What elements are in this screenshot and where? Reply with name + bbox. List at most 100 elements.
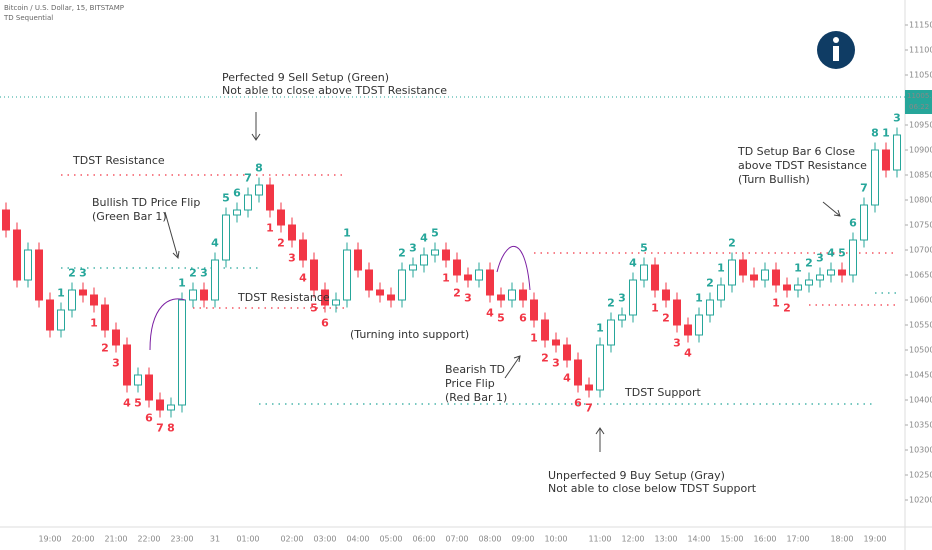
y-tick-label: 10400.00 [909, 396, 932, 405]
td-count: 1 [266, 222, 274, 235]
y-tick-label: 10850.00 [909, 171, 932, 180]
y-tick-label: 10550.00 [909, 321, 932, 330]
x-tick-label: 10:00 [544, 535, 567, 544]
candle-body [552, 339, 560, 346]
candle-body [321, 289, 329, 306]
candle-body [629, 279, 637, 316]
price-tag [905, 90, 932, 115]
td-count: 1 [772, 297, 780, 310]
candle-body [827, 269, 835, 276]
y-tick-label: 10950.00 [909, 121, 932, 130]
candle-body [662, 289, 670, 301]
note: Unperfected 9 Buy Setup (Gray) [548, 469, 725, 482]
y-tick-label: 10250.00 [909, 471, 932, 480]
candle-body [464, 274, 472, 281]
symbol-title: Bitcoin / U.S. Dollar, 15, BITSTAMP [4, 4, 124, 12]
td-count: 6 [321, 317, 329, 330]
candle-body [35, 249, 43, 301]
x-tick-label: 20:00 [71, 535, 94, 544]
arrow [822, 201, 841, 217]
candle-body [706, 299, 714, 316]
candle-body [849, 239, 857, 276]
note: (Turn Bullish) [738, 173, 810, 186]
td-count: 2 [68, 267, 76, 280]
td-count: 3 [552, 357, 560, 370]
candle-body [739, 259, 747, 276]
candle-body [871, 149, 879, 206]
annotations [149, 112, 841, 452]
x-tick-label: 19:00 [38, 535, 61, 544]
countdown-label: 06:22 [909, 103, 929, 111]
td-count: 4 [299, 272, 307, 285]
td-count: 5 [222, 192, 230, 205]
td-count: 7 [585, 402, 593, 415]
td-count: 3 [464, 292, 472, 305]
candle-body [530, 299, 538, 321]
y-tick-label: 11100.00 [909, 46, 932, 55]
td-count: 3 [288, 252, 296, 265]
candle-body [233, 209, 241, 216]
td-count: 3 [200, 267, 208, 280]
candle-body [2, 209, 10, 231]
y-tick-label: 10450.00 [909, 371, 932, 380]
td-count: 8 [255, 162, 263, 175]
candle-body [101, 304, 109, 331]
candle-body [266, 184, 274, 211]
candle-body [46, 299, 54, 331]
td-count: 6 [849, 217, 857, 230]
td-count: 1 [882, 127, 890, 140]
arrow [164, 211, 180, 260]
candle-body [519, 289, 527, 301]
candle-body [816, 274, 824, 281]
x-tick-label: 18:00 [830, 535, 853, 544]
y-tick-label: 10350.00 [909, 421, 932, 430]
x-tick-label: 05:00 [379, 535, 402, 544]
td-count: 2 [277, 237, 285, 250]
info-dot [833, 37, 839, 43]
td-count: 3 [893, 112, 901, 125]
candle-body [640, 264, 648, 281]
td-count: 2 [662, 312, 670, 325]
note: TDST Support [624, 386, 702, 399]
candle-body [838, 269, 846, 276]
td-count: 1 [651, 302, 659, 315]
flip-arc [496, 246, 531, 291]
candle-body [695, 314, 703, 336]
candle-body [893, 134, 901, 171]
info-icon [817, 31, 855, 69]
x-tick-label: 19:00 [863, 535, 886, 544]
x-tick-label: 15:00 [720, 535, 743, 544]
x-tick-label: 23:00 [170, 535, 193, 544]
candle-body [145, 374, 153, 401]
y-tick-label: 10700.00 [909, 246, 932, 255]
td-count: 6 [574, 397, 582, 410]
td-count: 3 [79, 267, 87, 280]
td-count: 1 [695, 292, 703, 305]
candle-body [728, 259, 736, 286]
note: TD Setup Bar 6 Close [737, 145, 855, 158]
td-count: 4 [486, 307, 494, 320]
y-tick-label: 10900.00 [909, 146, 932, 155]
note: TDST Resistance [72, 154, 165, 167]
td-count: 2 [706, 277, 714, 290]
td-count: 4 [629, 257, 637, 270]
candle-body [376, 289, 384, 296]
candle-body [618, 314, 626, 321]
td-count: 3 [112, 357, 120, 370]
candle-body [365, 269, 373, 291]
td-count: 7 [860, 182, 868, 195]
x-tick-label: 14:00 [687, 535, 710, 544]
td-count: 8 [167, 422, 175, 435]
candle-body [574, 359, 582, 386]
td-count: 6 [519, 312, 527, 325]
marks: 10200.00 10250.00 10300.00 10350.00 10400.00… [0, 21, 932, 544]
candle-body [860, 204, 868, 241]
td-count: 4 [123, 397, 131, 410]
x-tick-label: 04:00 [346, 535, 369, 544]
candle-body [24, 249, 32, 281]
candle-body [750, 274, 758, 281]
candle-body [211, 259, 219, 301]
td-count: 5 [497, 312, 505, 325]
x-tick-label: 01:00 [236, 535, 259, 544]
